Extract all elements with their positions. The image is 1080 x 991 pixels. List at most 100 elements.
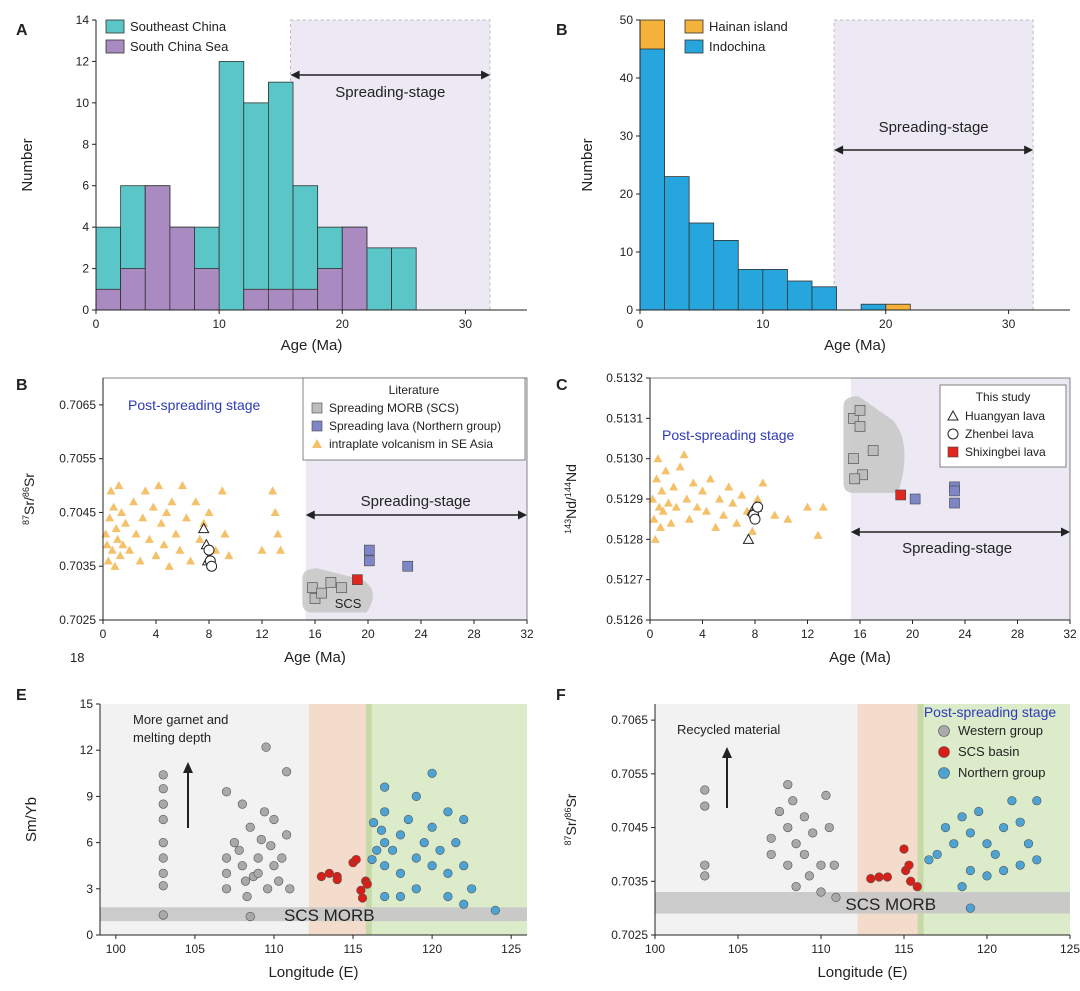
data-point [679,450,689,459]
data-point [256,834,266,845]
x-tick-label: 10 [756,317,770,331]
y-axis-label: 87Sr/86Sr [21,473,37,525]
histogram-bar [267,81,294,311]
data-point [259,807,270,817]
data-point [102,540,112,549]
data-point [175,545,185,554]
data-point [395,830,406,840]
data-point [831,892,841,902]
y-tick-label: 12 [80,743,94,757]
y-tick-label: 3 [86,882,93,896]
data-point [121,518,131,527]
data-point [675,462,685,471]
data-point [1032,796,1042,806]
data-point [253,868,263,879]
data-point [158,910,168,920]
y-tick-label: 12 [76,54,90,68]
data-point [245,822,255,832]
x-tick-label: 8 [206,627,213,641]
x-tick-label: 20 [361,627,375,641]
data-point [237,799,247,809]
data-point [774,806,785,817]
legend-swatch [684,19,704,34]
annotation-text: More garnet and melting depth [133,712,228,745]
data-point [742,533,755,544]
legend-marker [947,409,959,421]
data-point [824,822,834,833]
histogram-bar [737,268,764,311]
spreading-stage-label: Spreading-stage [335,84,445,101]
data-point [273,529,283,538]
y-axis-label-part: 86 [21,487,31,497]
y-tick-label: 6 [86,836,93,850]
y-tick-label: 0.7065 [611,713,648,727]
data-point [854,421,866,432]
data-point [164,561,174,570]
arrow-head-right [1061,527,1070,537]
x-tick-label: 10 [212,317,226,331]
data-point [700,785,710,795]
data-point [362,879,372,889]
data-point [411,791,421,802]
data-point [467,884,477,894]
data-point [701,506,711,515]
data-point [849,473,861,485]
legend-swatch [105,19,125,34]
data-point [364,555,375,567]
data-point [990,849,1000,860]
data-point [688,478,698,487]
data-point [395,891,406,902]
data-point [110,561,120,570]
data-point [269,861,279,871]
data-point [656,522,665,531]
data-point [107,545,117,554]
morb-band-label: SCS MORB [284,906,375,925]
x-tick-label: 110 [811,942,830,956]
histogram-bar [688,222,715,311]
y-tick-label: 9 [86,789,93,803]
post-spreading-label: Post-spreading stage [924,704,1057,720]
data-point [912,882,922,892]
histogram-bar [639,48,665,311]
legend-label: intraplate volcanism in SE Asia [329,437,493,451]
data-point [114,481,124,490]
data-point [700,801,710,811]
data-point [403,814,413,825]
data-point [269,814,279,825]
data-point [351,854,361,865]
y-axis-label-part: Sr [563,793,579,807]
data-point [658,506,668,515]
arrow-head-right [1024,145,1034,155]
data-point [669,482,679,491]
x-tick-label: 0 [100,627,107,641]
data-point [728,498,738,507]
legend-title: This study [976,390,1031,404]
data-point [758,478,768,487]
data-point [245,911,255,922]
data-point [309,593,321,604]
y-tick-label: 0.5127 [606,573,643,587]
data-point [803,502,812,511]
data-point [203,544,215,556]
data-point [357,893,368,903]
legend-label: Spreading MORB (SCS) [329,401,459,415]
x-tick-label: 0 [637,317,644,331]
data-point [949,497,960,509]
data-point [167,497,177,506]
histogram-bar [664,176,690,311]
data-point [715,494,725,503]
data-point [324,868,334,879]
data-point [158,770,168,780]
data-point [411,884,421,894]
data-point [982,839,992,849]
data-point [402,560,414,572]
data-point [813,530,823,539]
y-axis-label: Number [19,138,36,191]
data-point [395,868,406,879]
data-point [654,502,664,511]
x-axis-label: Age (Ma) [824,337,886,354]
data-point [380,861,390,871]
y-tick-label: 0.7025 [59,613,96,627]
legend-label: South China Sea [130,39,229,54]
data-point [204,507,214,517]
